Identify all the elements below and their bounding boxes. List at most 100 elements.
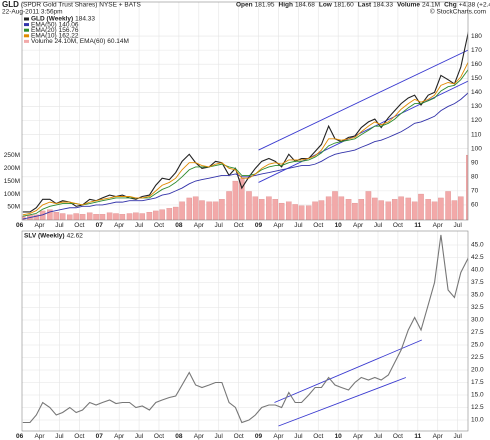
- y-tick-label: 35.0: [471, 292, 484, 299]
- volume-bar: [133, 212, 139, 220]
- y-tick-label: 90: [471, 159, 479, 166]
- x-tick-label: Jul: [135, 433, 144, 440]
- x-tick-label: 10: [335, 222, 343, 229]
- x-tick-label: Apr: [194, 433, 205, 440]
- y-tick-label: 140: [471, 89, 482, 96]
- x-tick-label: Oct: [154, 222, 164, 229]
- y2-tick-label: 100M: [4, 191, 20, 198]
- quote-label: Last: [358, 2, 372, 9]
- x-tick-label: Apr: [433, 222, 444, 229]
- volume-bar: [93, 214, 99, 220]
- volume-bar: [286, 201, 292, 220]
- y-tick-label: 37.5: [471, 279, 484, 286]
- volume-bar: [99, 214, 106, 220]
- volume-bar: [47, 209, 53, 220]
- panel-frame: [21, 230, 469, 432]
- y-tick-label: 45.0: [471, 242, 484, 249]
- x-tick-label: Jul: [453, 222, 462, 229]
- x-tick-label: Jul: [294, 433, 303, 440]
- quote-label: Low: [319, 2, 333, 9]
- x-tick-label: 07: [96, 222, 104, 229]
- trend-channel: [258, 49, 468, 151]
- volume-bar: [445, 191, 451, 220]
- x-tick-label: Apr: [194, 222, 205, 229]
- x-tick-label: 09: [255, 433, 263, 440]
- volume-bar: [425, 199, 431, 220]
- legend-value: 42.62: [67, 233, 84, 240]
- price-line: [22, 92, 468, 220]
- x-tick-label: 11: [414, 433, 421, 440]
- volume-bar: [53, 212, 59, 220]
- x-tick-label: Oct: [313, 222, 323, 229]
- y-tick-label: 100: [471, 145, 482, 152]
- y-tick-label: 27.5: [471, 329, 484, 336]
- volume-bar: [298, 205, 305, 220]
- volume-bar: [272, 199, 279, 220]
- x-tick-label: Apr: [34, 222, 45, 229]
- volume-bar: [192, 196, 199, 220]
- volume-bar: [252, 196, 259, 220]
- quote-value: 181.95: [255, 2, 275, 9]
- volume-bar: [451, 200, 458, 220]
- volume-bar: [391, 199, 398, 220]
- x-tick-label: Apr: [353, 222, 364, 229]
- volume-bar: [266, 196, 272, 220]
- legend-name: SLV (Weekly): [24, 233, 65, 240]
- volume-bar: [172, 206, 179, 220]
- volume-bar: [372, 197, 378, 220]
- volume-bar: [139, 213, 146, 220]
- x-tick-label: Oct: [74, 222, 84, 229]
- volume-bar: [33, 214, 40, 220]
- y-tick-label: 42.5: [471, 254, 484, 261]
- volume-bar: [258, 199, 265, 220]
- volume-bar: [411, 201, 418, 220]
- quote-value: 184.68: [295, 2, 315, 9]
- x-tick-label: Oct: [393, 222, 403, 229]
- x-tick-label: 08: [175, 222, 183, 229]
- legend-volume: Volume 24.10M, EMA(60) 60.14M: [31, 38, 129, 45]
- y-tick-label: 160: [471, 61, 482, 68]
- y-tick-label: 30.0: [471, 317, 484, 324]
- volume-bar: [212, 201, 219, 220]
- x-tick-label: Apr: [114, 222, 125, 229]
- y-tick-label: 17.5: [471, 379, 484, 386]
- volume-bar: [67, 214, 73, 220]
- volume-bar: [365, 191, 372, 220]
- volume-bar: [186, 197, 192, 220]
- y-tick-label: 10.0: [471, 417, 484, 424]
- volume-bar: [398, 196, 404, 220]
- quote-label: Chg: [444, 2, 457, 9]
- volume-bar: [59, 213, 66, 220]
- panel-frame: [21, 1, 469, 221]
- x-tick-label: Apr: [34, 433, 45, 440]
- y-tick-label: 120: [471, 117, 482, 124]
- x-tick-label: Jul: [294, 222, 303, 229]
- x-tick-label: Apr: [353, 433, 364, 440]
- volume-bar: [358, 199, 365, 220]
- x-tick-label: Jul: [374, 433, 383, 440]
- quote-value: +4.38 (+2.43%): [459, 2, 490, 9]
- price-line: [22, 69, 468, 217]
- volume-bar: [206, 201, 212, 220]
- plot-area: [22, 234, 468, 427]
- volume-bar: [246, 191, 252, 220]
- quote-value: 24.1M: [422, 2, 440, 9]
- x-tick-label: Apr: [273, 222, 284, 229]
- volume-bar: [219, 199, 225, 220]
- x-tick-label: Jul: [215, 222, 224, 229]
- chart-title: GLD: [2, 0, 19, 9]
- y-tick-label: 22.5: [471, 354, 484, 361]
- quote-value: 184.33: [373, 2, 393, 9]
- volume-bar: [385, 201, 392, 220]
- legend-name: EMA(10): [31, 33, 57, 40]
- volume-bar: [86, 212, 93, 220]
- volume-bar: [179, 201, 185, 220]
- y2-tick-label: 50M: [7, 204, 20, 211]
- volume-bar: [312, 201, 318, 220]
- credit: © StockCharts.com: [430, 8, 486, 16]
- volume-bar: [338, 196, 345, 220]
- quote-label: Volume: [397, 2, 420, 9]
- x-tick-label: 11: [414, 222, 421, 229]
- legend-value: 184.33: [75, 16, 95, 23]
